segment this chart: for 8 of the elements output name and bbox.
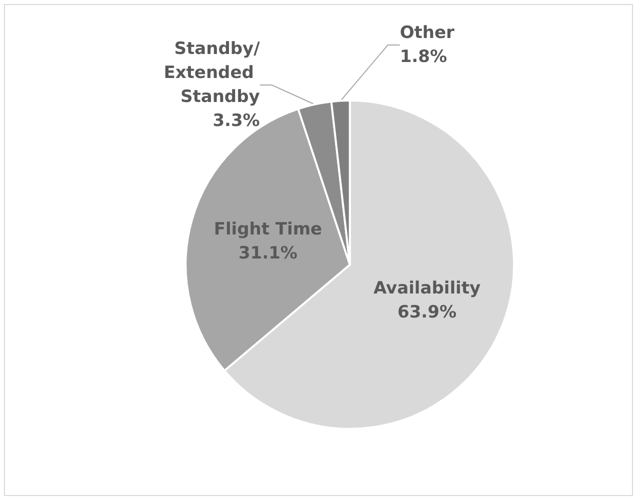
slice-label: Standby/Extended Standby <box>164 39 261 107</box>
data-label: 1.8% <box>400 47 448 67</box>
data-label: 31.1% <box>238 244 298 264</box>
data-label: 63.9% <box>398 302 457 323</box>
data-label: 3.3% <box>212 111 260 131</box>
slice-label: Other <box>400 23 456 43</box>
slice-label: Availability <box>373 278 481 299</box>
slice-label: Flight Time <box>214 220 322 240</box>
